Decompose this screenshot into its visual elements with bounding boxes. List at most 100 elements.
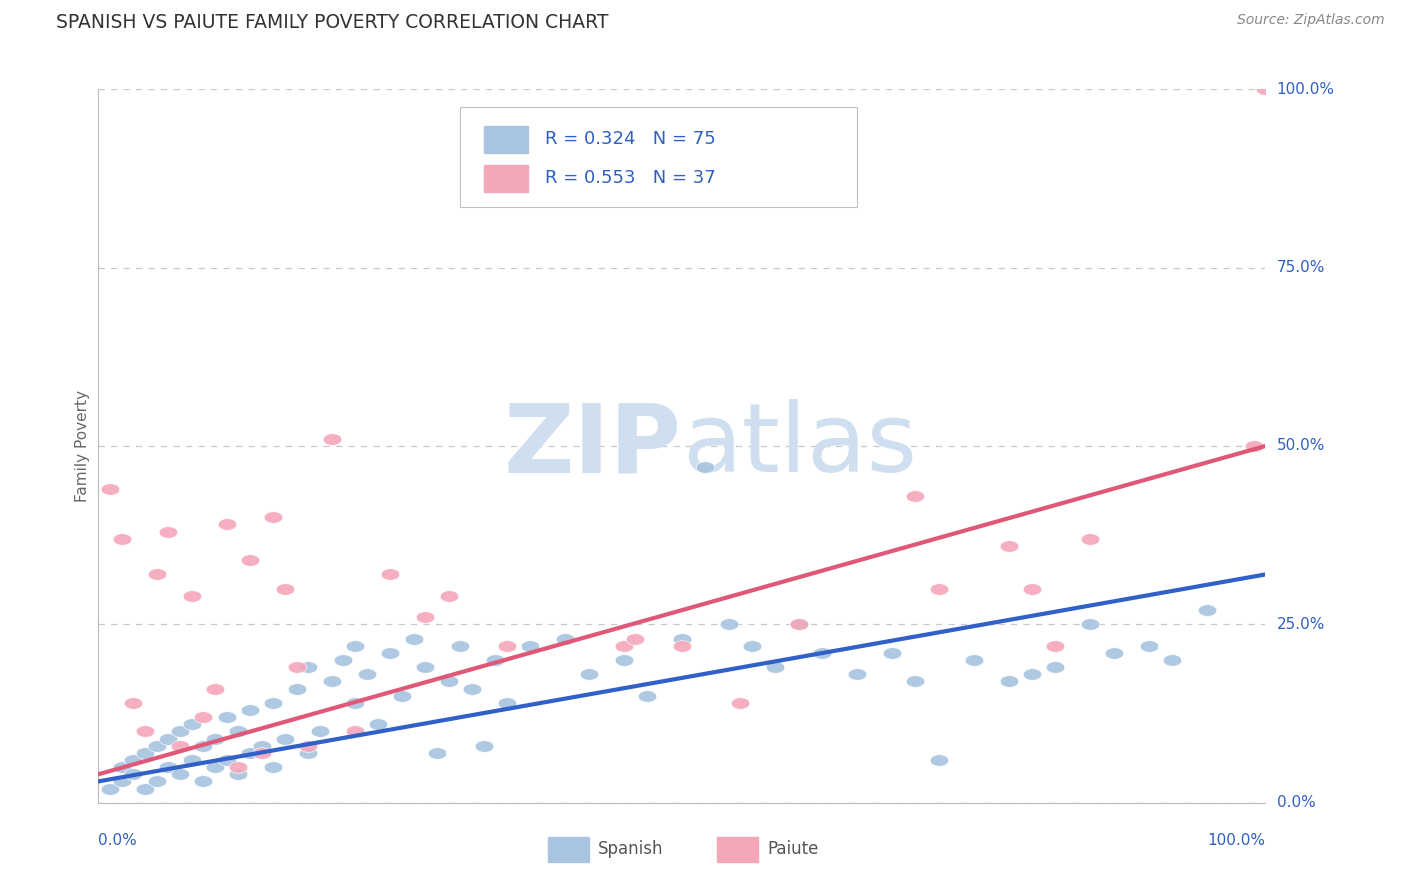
Point: [262, 510, 284, 524]
Point: [180, 753, 202, 767]
Point: [449, 639, 471, 653]
Point: [472, 739, 495, 753]
Point: [157, 524, 180, 539]
Point: [1021, 582, 1043, 596]
Point: [496, 696, 519, 710]
Text: 75.0%: 75.0%: [1277, 260, 1324, 275]
Point: [169, 724, 191, 739]
Text: 0.0%: 0.0%: [98, 833, 138, 848]
Point: [228, 760, 250, 774]
Point: [730, 696, 752, 710]
Point: [98, 781, 121, 796]
Point: [426, 746, 449, 760]
Point: [1195, 603, 1218, 617]
Point: [134, 746, 156, 760]
Point: [111, 532, 134, 546]
Point: [928, 753, 950, 767]
Point: [204, 731, 226, 746]
Point: [880, 646, 903, 660]
Point: [1045, 639, 1067, 653]
Point: [484, 653, 506, 667]
Point: [997, 539, 1019, 553]
Point: [250, 746, 273, 760]
Text: atlas: atlas: [682, 400, 917, 492]
Point: [1243, 439, 1265, 453]
Point: [228, 724, 250, 739]
Point: [274, 731, 297, 746]
Point: [717, 617, 740, 632]
Point: [297, 746, 319, 760]
Point: [367, 717, 389, 731]
Point: [122, 753, 145, 767]
Point: [215, 517, 238, 532]
Y-axis label: Family Poverty: Family Poverty: [75, 390, 90, 502]
Point: [169, 739, 191, 753]
Point: [1080, 532, 1102, 546]
Point: [624, 632, 647, 646]
Point: [122, 767, 145, 781]
Point: [1045, 660, 1067, 674]
Point: [134, 724, 156, 739]
Point: [413, 660, 436, 674]
Point: [180, 589, 202, 603]
Point: [846, 667, 869, 681]
Point: [787, 617, 810, 632]
Point: [763, 660, 786, 674]
Point: [613, 639, 636, 653]
Text: R = 0.324   N = 75: R = 0.324 N = 75: [546, 130, 716, 148]
Point: [193, 774, 215, 789]
Point: [461, 681, 484, 696]
Text: SPANISH VS PAIUTE FAMILY POVERTY CORRELATION CHART: SPANISH VS PAIUTE FAMILY POVERTY CORRELA…: [56, 13, 609, 32]
Point: [671, 632, 693, 646]
Point: [262, 760, 284, 774]
Point: [239, 553, 262, 567]
Point: [122, 696, 145, 710]
Point: [204, 760, 226, 774]
Point: [134, 781, 156, 796]
Point: [193, 710, 215, 724]
Point: [285, 660, 308, 674]
Point: [356, 667, 378, 681]
Point: [169, 767, 191, 781]
Point: [146, 567, 169, 582]
Point: [997, 674, 1019, 689]
Point: [380, 646, 402, 660]
Point: [1137, 639, 1160, 653]
Point: [904, 674, 927, 689]
Point: [321, 432, 343, 446]
Point: [554, 632, 576, 646]
Point: [285, 681, 308, 696]
Point: [332, 653, 354, 667]
Text: ZIP: ZIP: [503, 400, 682, 492]
Point: [239, 703, 262, 717]
Point: [344, 696, 367, 710]
Point: [274, 582, 297, 596]
FancyBboxPatch shape: [460, 107, 858, 207]
Point: [1254, 82, 1277, 96]
Point: [321, 674, 343, 689]
Point: [928, 582, 950, 596]
Point: [519, 639, 541, 653]
Bar: [548, 837, 589, 862]
Point: [146, 774, 169, 789]
Point: [193, 739, 215, 753]
Point: [297, 660, 319, 674]
Text: 50.0%: 50.0%: [1277, 439, 1324, 453]
Point: [811, 646, 834, 660]
Point: [215, 710, 238, 724]
Point: [741, 639, 763, 653]
Point: [636, 689, 658, 703]
Point: [613, 653, 636, 667]
Point: [111, 774, 134, 789]
Point: [904, 489, 927, 503]
Text: 100.0%: 100.0%: [1277, 82, 1334, 96]
Point: [344, 724, 367, 739]
Point: [437, 674, 460, 689]
Text: 25.0%: 25.0%: [1277, 617, 1324, 632]
Point: [228, 767, 250, 781]
Point: [180, 717, 202, 731]
Point: [787, 617, 810, 632]
Text: 0.0%: 0.0%: [1277, 796, 1315, 810]
Point: [157, 760, 180, 774]
Point: [402, 632, 425, 646]
